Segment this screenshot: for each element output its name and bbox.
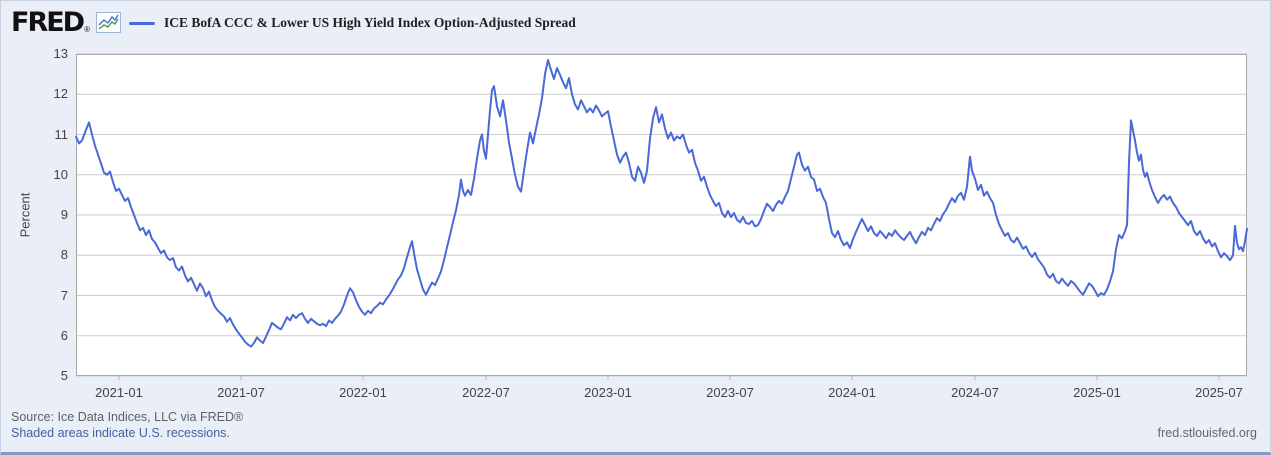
x-tick-label: 2022-07 [462, 385, 510, 400]
y-tick-label: 9 [60, 207, 68, 222]
x-tick-label: 2022-01 [339, 385, 387, 400]
fred-logo-text: FRED [11, 7, 85, 38]
y-tick-label: 10 [53, 166, 68, 182]
fred-url[interactable]: fred.stlouisfed.org [1157, 426, 1257, 440]
registered-mark: ® [84, 25, 90, 34]
y-tick-label: 6 [60, 327, 68, 343]
y-tick-label: 13 [53, 46, 68, 61]
fred-logo[interactable]: FRED ® [11, 9, 121, 38]
series-line [75, 59, 1248, 348]
y-tick-label: 8 [60, 247, 68, 263]
y-tick-label: 5 [60, 368, 68, 383]
source-note: Source: Ice Data Indices, LLC via FRED® [11, 410, 244, 424]
x-tick-label: 2023-01 [584, 385, 632, 400]
legend-line-swatch [129, 21, 155, 25]
chart-legend: ICE BofA CCC & Lower US High Yield Index… [129, 15, 576, 31]
fred-sparkline-icon [96, 12, 121, 38]
x-tick-label: 2024-07 [951, 385, 999, 400]
y-tick-label: 7 [60, 287, 68, 303]
y-tick-label: 11 [54, 126, 69, 142]
y-tick-label: 12 [53, 86, 68, 102]
y-axis-title: Percent [17, 192, 33, 238]
legend-series-label[interactable]: ICE BofA CCC & Lower US High Yield Index… [164, 15, 576, 30]
x-tick-label: 2023-07 [706, 385, 754, 400]
x-tick-label: 2025-01 [1073, 385, 1121, 400]
x-tick-label: 2024-01 [828, 385, 876, 400]
plot-frame [76, 54, 1247, 376]
x-tick-label: 2021-01 [95, 385, 143, 400]
plot-svg [75, 53, 1248, 380]
x-tick-label: 2025-07 [1195, 385, 1243, 400]
x-tick-label: 2021-07 [217, 385, 265, 400]
recession-note-link[interactable]: Shaded areas indicate U.S. recessions. [11, 426, 230, 440]
x-axis-labels: 2021-01 2021-07 2022-01 2022-07 2023-01 2023-… [1, 385, 1271, 401]
